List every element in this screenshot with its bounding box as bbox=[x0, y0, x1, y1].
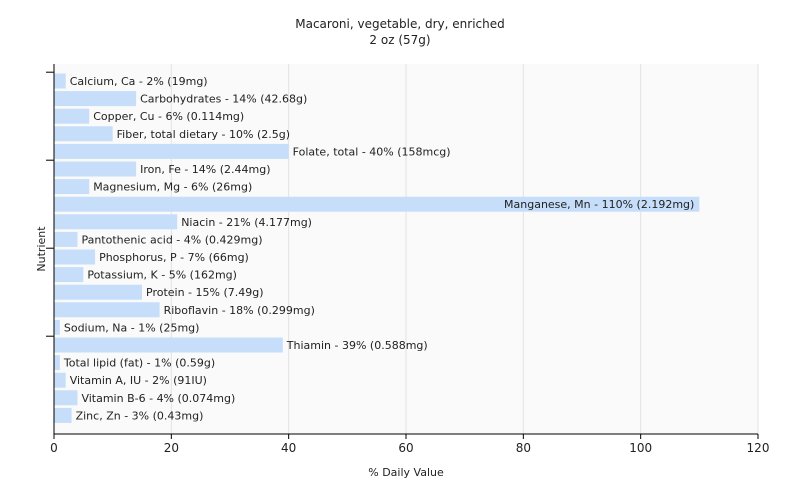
bar bbox=[54, 214, 178, 230]
bar-label: Niacin - 21% (4.177mg) bbox=[181, 216, 312, 229]
bar-label: Magnesium, Mg - 6% (26mg) bbox=[93, 181, 252, 194]
bar-label: Vitamin B-6 - 4% (0.074mg) bbox=[81, 392, 235, 405]
bar bbox=[54, 91, 137, 107]
bar bbox=[54, 126, 113, 142]
bar bbox=[54, 196, 700, 212]
bar-label: Iron, Fe - 14% (2.44mg) bbox=[140, 163, 270, 176]
bar bbox=[54, 231, 78, 247]
bar bbox=[54, 143, 289, 159]
bar bbox=[54, 284, 142, 300]
bar bbox=[54, 337, 283, 353]
bar bbox=[54, 407, 72, 423]
y-axis-title: Nutrient bbox=[35, 226, 48, 272]
bar bbox=[54, 73, 66, 89]
x-tick-label: 0 bbox=[50, 441, 58, 455]
bar bbox=[54, 108, 90, 124]
bar-label: Phosphorus, P - 7% (66mg) bbox=[99, 251, 249, 264]
bar-label: Potassium, K - 5% (162mg) bbox=[87, 269, 237, 282]
bar-label: Folate, total - 40% (158mcg) bbox=[293, 145, 451, 158]
chart-title-block: Macaroni, vegetable, dry, enriched 2 oz … bbox=[0, 16, 800, 48]
bar-label: Copper, Cu - 6% (0.114mg) bbox=[93, 110, 244, 123]
bar bbox=[54, 249, 96, 265]
x-tick-label: 100 bbox=[629, 441, 652, 455]
bar-label: Vitamin A, IU - 2% (91IU) bbox=[70, 374, 207, 387]
x-tick-label: 40 bbox=[281, 441, 296, 455]
bar-label: Protein - 15% (7.49g) bbox=[146, 286, 264, 299]
x-tick-label: 120 bbox=[747, 441, 770, 455]
bar bbox=[54, 390, 78, 406]
bar-label: Calcium, Ca - 2% (19mg) bbox=[70, 75, 208, 88]
bar-label: Riboflavin - 18% (0.299mg) bbox=[164, 304, 315, 317]
x-tick-label: 80 bbox=[516, 441, 531, 455]
bar-label: Fiber, total dietary - 10% (2.5g) bbox=[117, 128, 290, 141]
chart-subtitle: 2 oz (57g) bbox=[369, 33, 431, 47]
bar-label: Sodium, Na - 1% (25mg) bbox=[64, 321, 200, 334]
x-tick-label: 20 bbox=[164, 441, 179, 455]
bar-label: Thiamin - 39% (0.588mg) bbox=[286, 339, 428, 352]
bar bbox=[54, 319, 60, 335]
bar-label: Carbohydrates - 14% (42.68g) bbox=[140, 93, 307, 106]
x-tick-label: 60 bbox=[398, 441, 413, 455]
bar bbox=[54, 179, 90, 195]
bar bbox=[54, 372, 66, 388]
bar bbox=[54, 267, 84, 283]
bar bbox=[54, 161, 137, 177]
bar-label: Manganese, Mn - 110% (2.192mg) bbox=[504, 198, 694, 211]
bar-label: Zinc, Zn - 3% (0.43mg) bbox=[76, 409, 204, 422]
bar bbox=[54, 355, 60, 371]
x-axis-title: % Daily Value bbox=[368, 466, 444, 479]
bar-label: Total lipid (fat) - 1% (0.59g) bbox=[63, 357, 215, 370]
bar bbox=[54, 302, 160, 318]
bar-label: Pantothenic acid - 4% (0.429mg) bbox=[81, 233, 262, 246]
chart-title: Macaroni, vegetable, dry, enriched bbox=[295, 17, 505, 31]
